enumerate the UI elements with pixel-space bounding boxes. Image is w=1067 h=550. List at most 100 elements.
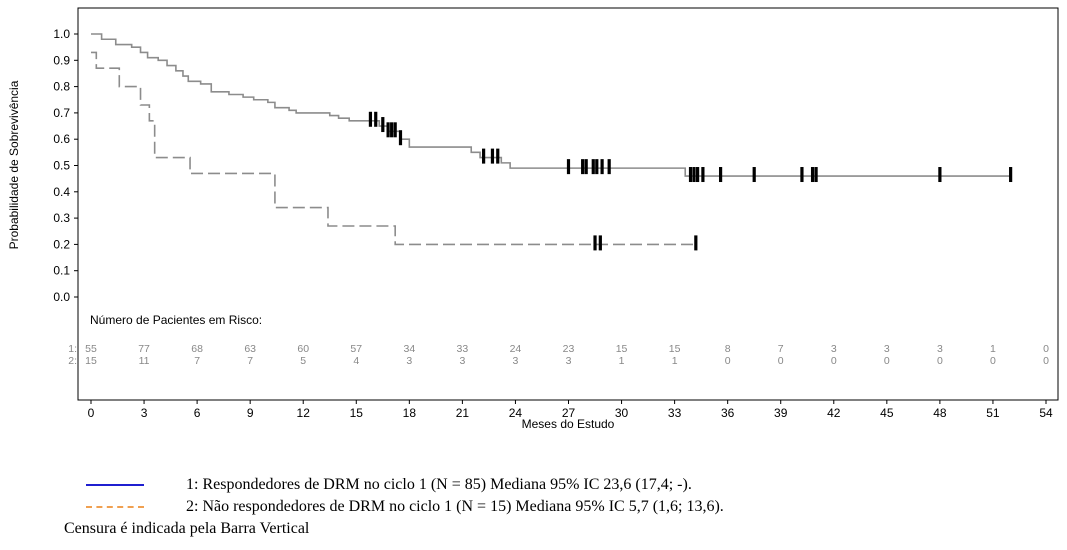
at-risk-count-2: 0 [937,355,943,367]
at-risk-count-1: 3 [831,343,837,355]
y-tick-label: 0.1 [53,264,70,278]
y-tick-label: 0.4 [53,185,70,199]
censor-layer [368,111,1013,251]
at-risk-count-2: 0 [884,355,890,367]
censor-mark-1 [381,117,385,133]
y-tick-label: 0.6 [53,132,70,146]
at-risk-count-1: 34 [403,343,415,355]
y-tick-label: 0.0 [53,290,70,304]
x-axis-label: Meses do Estudo [522,417,615,431]
at-risk-count-1: 55 [85,343,97,355]
censor-mark-1 [368,111,373,127]
censoring-footnote: Censura é indicada pela Barra Vertical [64,520,310,537]
censor-mark-1 [393,122,397,138]
at-risk-count-2: 0 [1043,355,1049,367]
at-risk-count-1: 33 [457,343,469,355]
series-layer [91,33,1011,246]
risk-row-label-2: 2: [68,355,77,367]
at-risk-count-1: 15 [616,343,628,355]
censor-mark-1 [581,159,585,175]
at-risk-count-2: 0 [725,355,731,367]
censor-mark-1 [701,167,705,183]
x-tick-label: 15 [350,406,364,420]
at-risk-count-2: 5 [300,355,306,367]
censor-mark-1 [584,159,588,175]
censor-mark-1 [1009,167,1013,183]
y-tick-label: 0.7 [53,106,70,120]
at-risk-count-2: 7 [247,355,253,367]
x-tick-label: 48 [933,406,947,420]
at-risk-count-2: 1 [619,355,625,367]
censor-mark-1 [482,148,486,164]
at-risk-count-2: 0 [778,355,784,367]
at-risk-count-2: 15 [85,355,97,367]
risk-table: 55 77 68 63 60 57 34 33 24 23 15 15 8 7 3 3 3 1 015 11 7 7 5 4 3… [85,343,1049,367]
at-risk-count-1: 3 [937,343,943,355]
x-tick-label: 24 [509,406,523,420]
at-risk-count-2: 3 [513,355,519,367]
at-risk-count-1: 0 [1043,343,1049,355]
y-tick-label: 0.9 [53,53,70,67]
legend-swatch-2 [86,506,144,508]
plot-frame [77,7,1059,401]
legend-label-1: 1: Respondedores de DRM no ciclo 1 (N = … [186,476,692,493]
x-tick-label: 51 [986,406,1000,420]
censor-mark-1 [496,148,500,164]
censor-mark-1 [600,159,604,175]
at-risk-count-1: 57 [350,343,362,355]
censor-mark-1 [390,122,394,138]
legend-label-2: 2: Não respondedores de DRM no ciclo 1 (… [186,498,724,515]
x-tick-label: 0 [88,406,95,420]
x-tick-label: 54 [1039,406,1053,420]
x-tick-label: 21 [456,406,470,420]
legend-swatch-1 [86,484,144,486]
censor-mark-2 [593,235,597,251]
x-tick-label: 9 [247,406,254,420]
x-tick-label: 30 [615,406,629,420]
censor-mark-1 [591,159,595,175]
at-risk-count-1: 1 [990,343,996,355]
at-risk-count-1: 63 [244,343,256,355]
risk-table-title: Número de Pacientes em Risco: [90,313,262,327]
at-risk-count-2: 3 [566,355,572,367]
x-tick-label: 18 [403,406,417,420]
at-risk-count-1: 60 [297,343,309,355]
y-tick-label: 1.0 [53,27,70,41]
at-risk-count-2: 0 [831,355,837,367]
survival-chart: 1.00.90.80.70.60.50.40.30.20.10.0 0 3 6 9 12… [7,7,1059,431]
censor-mark-1 [688,167,693,183]
x-tick-label: 42 [827,406,841,420]
censor-mark-2 [694,235,698,251]
censor-mark-1 [374,111,378,127]
risk-row-label-1: 1: [68,343,77,355]
at-risk-count-2: 11 [139,355,150,367]
at-risk-count-2: 0 [990,355,996,367]
y-tick-label: 0.5 [53,159,70,173]
censor-mark-1 [814,167,818,183]
x-axis: 0 3 6 9 12 15 18 21 24 27 30 33 36 39 42 45 48 51 54 [88,400,1053,420]
censor-mark-1 [810,167,815,183]
censor-mark-1 [800,167,804,183]
series-line-1 [91,33,1011,177]
x-tick-label: 12 [297,406,311,420]
at-risk-count-1: 15 [669,343,681,355]
at-risk-count-2: 3 [459,355,465,367]
at-risk-count-1: 3 [884,343,890,355]
censor-mark-1 [566,159,571,175]
at-risk-count-1: 23 [563,343,575,355]
at-risk-count-2: 7 [194,355,200,367]
censor-mark-1 [696,167,700,183]
censor-mark-2 [598,235,602,251]
at-risk-count-2: 3 [406,355,412,367]
series-line-2 [91,51,696,246]
y-tick-label: 0.3 [53,211,70,225]
at-risk-count-2: 1 [672,355,678,367]
x-tick-label: 39 [774,406,788,420]
y-tick-label: 0.2 [53,237,70,251]
x-tick-label: 6 [194,406,201,420]
censor-mark-1 [607,159,611,175]
censor-mark-1 [938,167,942,183]
at-risk-count-1: 77 [138,343,150,355]
y-axis-label: Probabilidade de Sobrevivência [7,80,21,249]
y-tick-label: 0.8 [53,80,70,94]
